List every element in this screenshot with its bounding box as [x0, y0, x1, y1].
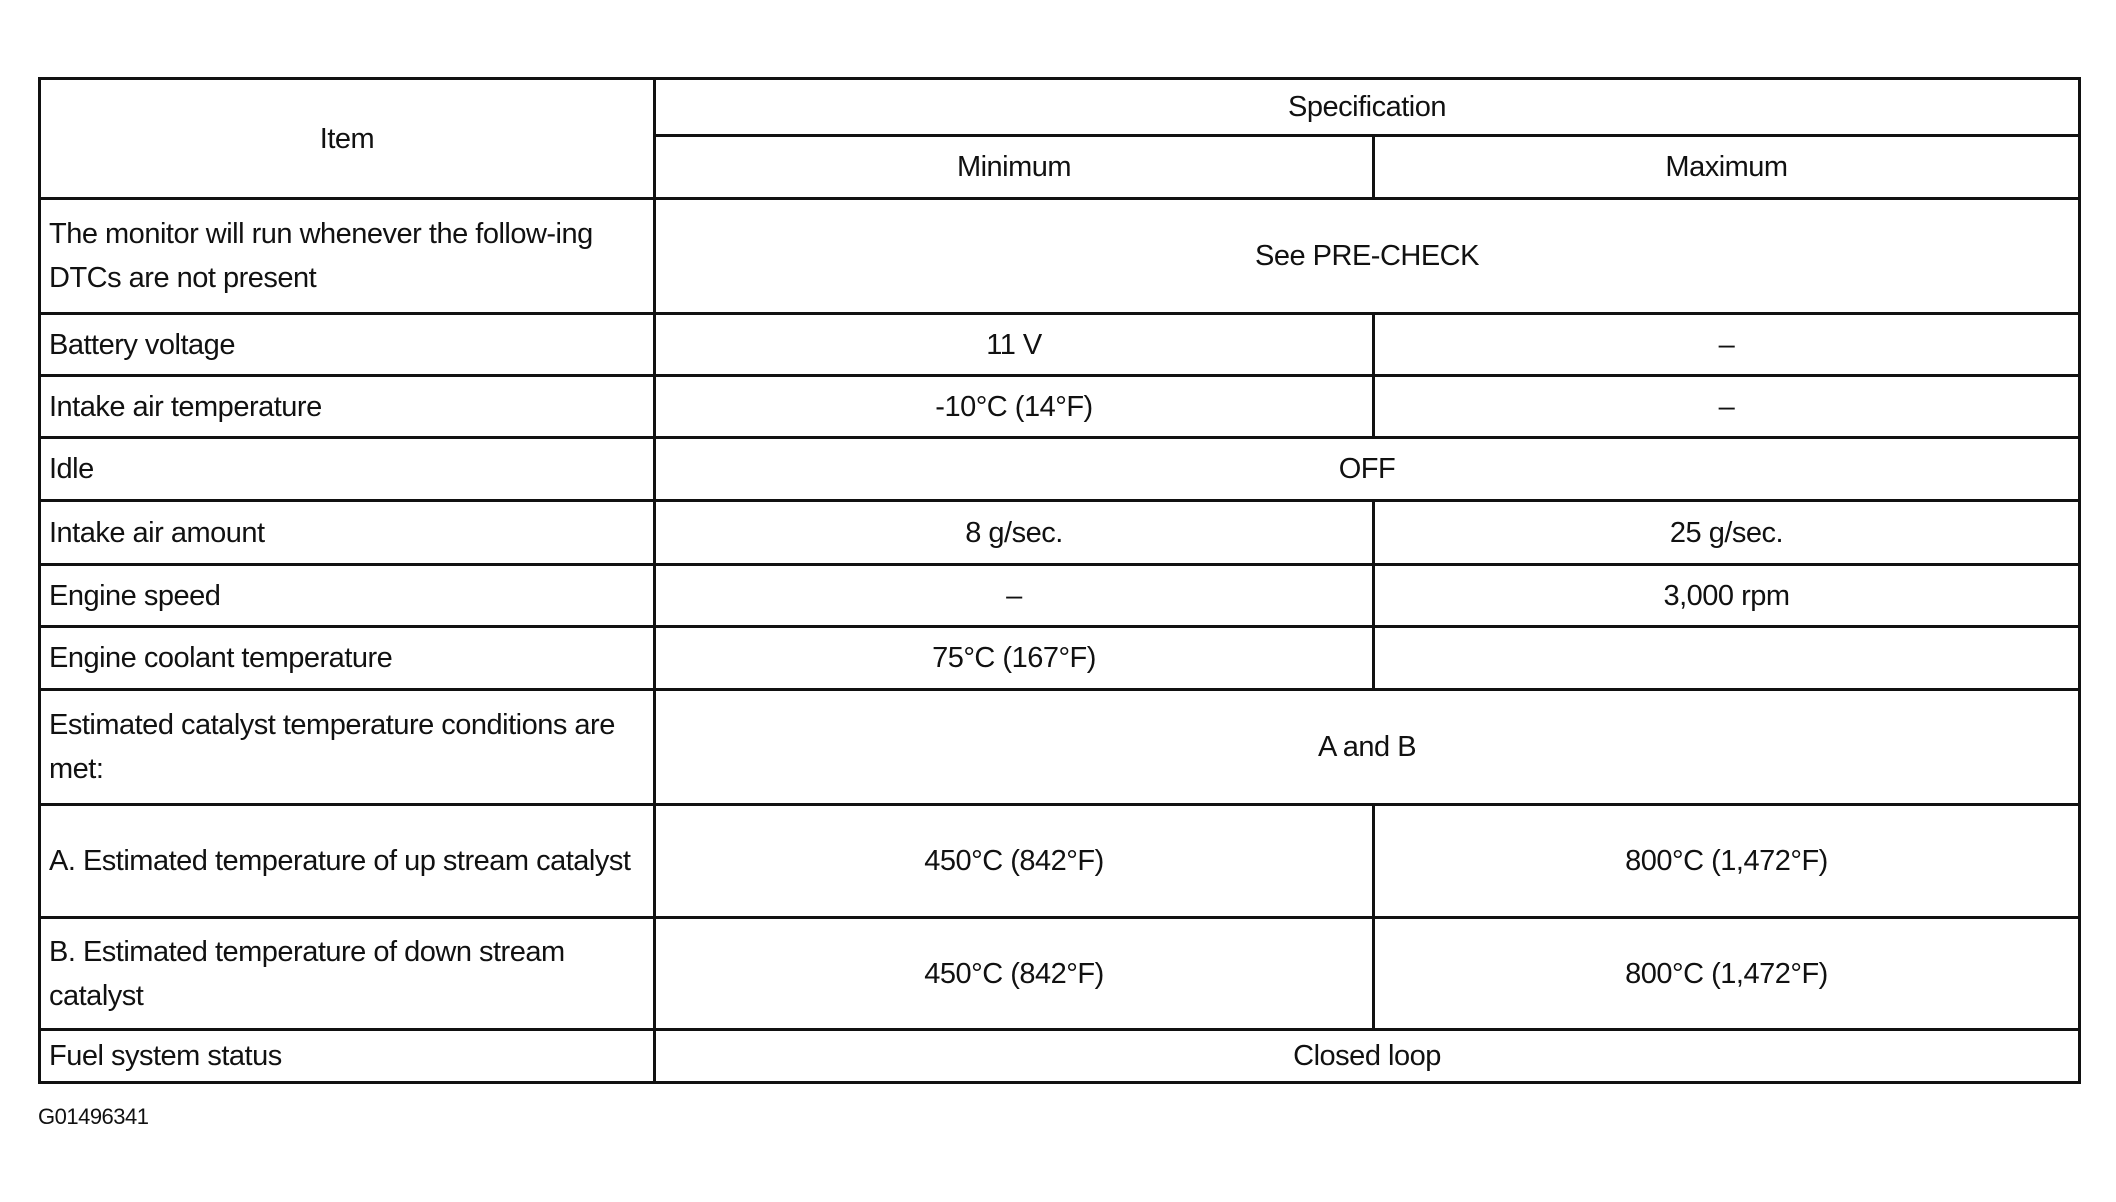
table-row: The monitor will run whenever the follow…	[38, 197, 2081, 315]
row-item: A. Estimated temperature of up stream ca…	[38, 803, 656, 919]
row-value: Closed loop	[653, 1028, 2081, 1084]
table-row: Idle OFF	[38, 436, 2081, 502]
header-maximum: Maximum	[1372, 134, 2081, 200]
header-specification: Specification	[653, 77, 2081, 137]
row-max: 3,000 rpm	[1372, 563, 2081, 628]
row-item: Fuel system status	[38, 1028, 656, 1084]
header-minimum: Minimum	[653, 134, 1375, 200]
row-value: OFF	[653, 436, 2081, 502]
row-min: 8 g/sec.	[653, 499, 1375, 566]
row-max: –	[1372, 312, 2081, 377]
table-row: B. Estimated temperature of down stream …	[38, 916, 2081, 1031]
row-min: 75°C (167°F)	[653, 625, 1375, 691]
row-max: 800°C (1,472°F)	[1372, 916, 2081, 1031]
row-value: See PRE-CHECK	[653, 197, 2081, 315]
row-item: The monitor will run whenever the follow…	[38, 197, 656, 315]
row-min: -10°C (14°F)	[653, 374, 1375, 439]
table-row: Fuel system status Closed loop	[38, 1028, 2081, 1084]
row-min: 11 V	[653, 312, 1375, 377]
row-item: Estimated catalyst temperature condition…	[38, 688, 656, 806]
row-item: Engine coolant temperature	[38, 625, 656, 691]
row-max	[1372, 625, 2081, 691]
row-item: B. Estimated temperature of down stream …	[38, 916, 656, 1031]
table-row: Intake air temperature -10°C (14°F) –	[38, 374, 2081, 439]
specification-table: Item Specification Minimum Maximum The m…	[38, 77, 2081, 1084]
header-item: Item	[38, 77, 656, 200]
table-row: Engine speed – 3,000 rpm	[38, 563, 2081, 628]
table-row: A. Estimated temperature of up stream ca…	[38, 803, 2081, 919]
row-item: Intake air temperature	[38, 374, 656, 439]
row-min: –	[653, 563, 1375, 628]
row-max: –	[1372, 374, 2081, 439]
table-row: Intake air amount 8 g/sec. 25 g/sec.	[38, 499, 2081, 566]
row-item: Idle	[38, 436, 656, 502]
row-item: Intake air amount	[38, 499, 656, 566]
row-item: Battery voltage	[38, 312, 656, 377]
table-row: Estimated catalyst temperature condition…	[38, 688, 2081, 806]
row-min: 450°C (842°F)	[653, 803, 1375, 919]
figure-id: G01496341	[38, 1104, 149, 1129]
row-item: Engine speed	[38, 563, 656, 628]
row-max: 800°C (1,472°F)	[1372, 803, 2081, 919]
subheader-row: Minimum Maximum	[40, 134, 2081, 200]
table-row: Engine coolant temperature 75°C (167°F)	[38, 625, 2081, 691]
row-max: 25 g/sec.	[1372, 499, 2081, 566]
table-row: Battery voltage 11 V –	[38, 312, 2081, 377]
row-min: 450°C (842°F)	[653, 916, 1375, 1031]
header-row: Item Specification	[38, 77, 2081, 200]
row-value: A and B	[653, 688, 2081, 806]
